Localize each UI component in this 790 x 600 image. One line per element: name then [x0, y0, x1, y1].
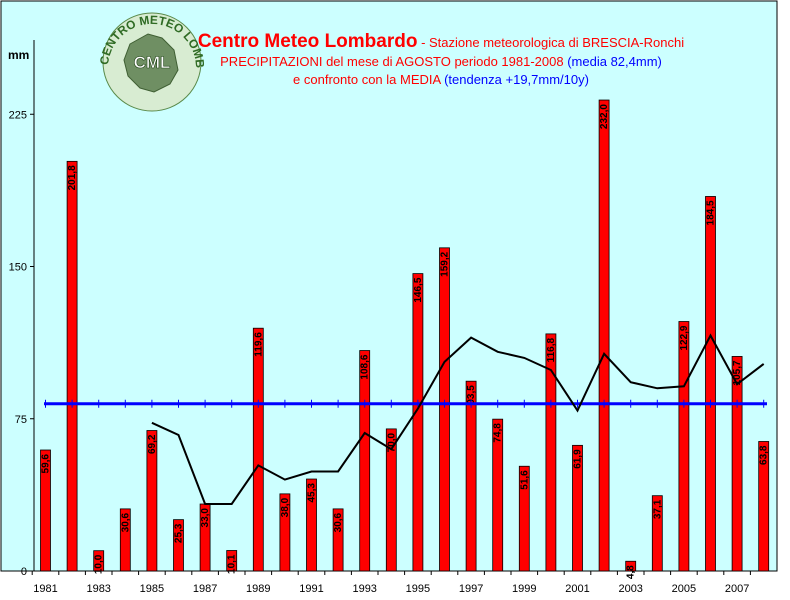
x-tick-label: 1995	[406, 583, 430, 595]
bar-1996	[439, 247, 450, 572]
bar-2000	[545, 333, 557, 572]
bar-1991	[306, 478, 317, 572]
trend-description: (tendenza +19,7mm/10y)	[444, 72, 589, 87]
lombardy-map-icon	[123, 33, 179, 93]
chart-title-line2: PRECIPITAZIONI del mese di AGOSTO period…	[220, 54, 662, 69]
x-tick-label: 2007	[725, 583, 749, 595]
bar-value-label: 69,2	[147, 434, 158, 454]
bar-1985	[146, 430, 158, 572]
y-axis-label: mm	[8, 48, 29, 62]
bar-2001	[572, 444, 583, 572]
x-tick-label: 1993	[352, 583, 376, 595]
bar-value-label: 37,1	[652, 499, 663, 519]
x-tick-label: 2001	[565, 583, 589, 595]
bar-value-label: 74,8	[493, 423, 504, 443]
bar-1988	[226, 550, 238, 572]
x-tick-label: 1987	[193, 583, 217, 595]
bar-value-label: 108,6	[360, 354, 371, 379]
bar-1994	[385, 428, 397, 572]
bar-1981	[40, 449, 51, 572]
bar-value-label: 10,1	[227, 554, 238, 574]
bar-value-label: 119,6	[253, 332, 264, 357]
bar-value-label: 45,3	[307, 483, 318, 503]
bar-value-label: 201,8	[67, 165, 78, 190]
y-tick-label: 75	[15, 414, 27, 426]
bar-value-label: 30,6	[333, 512, 344, 532]
bar-2004	[651, 495, 663, 572]
bar-value-label: 59,6	[41, 454, 52, 474]
y-tick-label: 150	[9, 262, 27, 274]
mean-description: (media 82,4mm)	[567, 54, 662, 69]
bar-value-label: 146,5	[413, 277, 424, 302]
bar-1999	[518, 465, 530, 572]
bar-1984	[119, 508, 131, 572]
bar-2006	[705, 196, 716, 572]
period-description: PRECIPITAZIONI del mese di AGOSTO period…	[220, 54, 567, 69]
lines	[44, 333, 767, 505]
bar-value-label: 61,9	[573, 449, 584, 469]
bar-1986	[173, 519, 184, 572]
chart-title-line1: Centro Meteo Lombardo - Stazione meteoro…	[198, 31, 684, 52]
bar-value-label: 232,0	[599, 104, 610, 129]
bar-value-label: 116,8	[546, 337, 557, 362]
y-ticks: 0 75 150 225	[9, 109, 34, 578]
bar-2003	[625, 560, 637, 572]
bar-value-label: 25,3	[174, 523, 185, 543]
x-tick-label: 1985	[140, 583, 164, 595]
bar-1992	[332, 508, 344, 572]
bar-2005	[678, 321, 690, 572]
bar-value-label: 33,0	[200, 508, 211, 528]
bar-1995	[412, 273, 424, 572]
x-tick-label: 2005	[672, 583, 696, 595]
bar-1993	[359, 350, 371, 572]
x-ticks: 1981 1983 1985 1987 1989 1991 1993 1995 1997 1999…	[31, 571, 751, 595]
x-tick-label: 1999	[512, 583, 536, 595]
station-name: Stazione meteorologica di BRESCIA-Ronchi	[429, 35, 684, 50]
bar-value-label: 10,0	[94, 554, 105, 574]
x-tick-label: 1989	[246, 583, 270, 595]
x-tick-label: 1991	[299, 583, 323, 595]
logo-initials: CML	[134, 53, 171, 72]
bar-1990	[279, 493, 291, 572]
bar-value-label: 51,6	[519, 470, 530, 490]
bar-2007	[731, 356, 743, 572]
bar-value-label: 105,7	[732, 360, 743, 385]
bar-2002	[598, 99, 610, 572]
bar-1989	[252, 327, 264, 572]
bar-value-label: 63,8	[759, 445, 770, 465]
y-tick-label: 0	[21, 566, 27, 578]
bar-2008	[758, 441, 770, 572]
bar-1998	[492, 418, 504, 572]
bars	[40, 99, 770, 572]
bar-value-label: 4,8	[626, 565, 637, 579]
bar-value-label: 159,2	[440, 251, 451, 276]
bar-value-label: 70,0	[386, 432, 397, 452]
bar-1997	[465, 380, 477, 572]
x-tick-label: 1997	[459, 583, 483, 595]
x-tick-label: 2003	[618, 583, 642, 595]
bar-1982	[66, 160, 78, 572]
bar-1983	[93, 550, 105, 572]
bar-value-label: 184,5	[706, 200, 717, 225]
bar-value-label: 30,6	[120, 512, 131, 532]
comparison-description: e confronto con la MEDIA	[293, 72, 444, 87]
x-tick-label: 1981	[33, 583, 57, 595]
y-tick-label: 225	[9, 109, 27, 121]
bar-value-labels: 59,6 201,8 10,0 30,6 69,2 25,3 33,0 10,1 119,6 38…	[41, 104, 770, 580]
chart-title-separator: -	[417, 35, 429, 50]
chart-title: Centro Meteo Lombardo	[198, 31, 418, 52]
bar-value-label: 122,9	[679, 325, 690, 350]
chart-title-line3: e confronto con la MEDIA (tendenza +19,7…	[293, 72, 589, 87]
moving-average-line	[151, 333, 765, 505]
bar-value-label: 38,0	[280, 497, 291, 517]
x-tick-label: 1983	[86, 583, 110, 595]
bar-value-label: 93,5	[466, 385, 477, 405]
